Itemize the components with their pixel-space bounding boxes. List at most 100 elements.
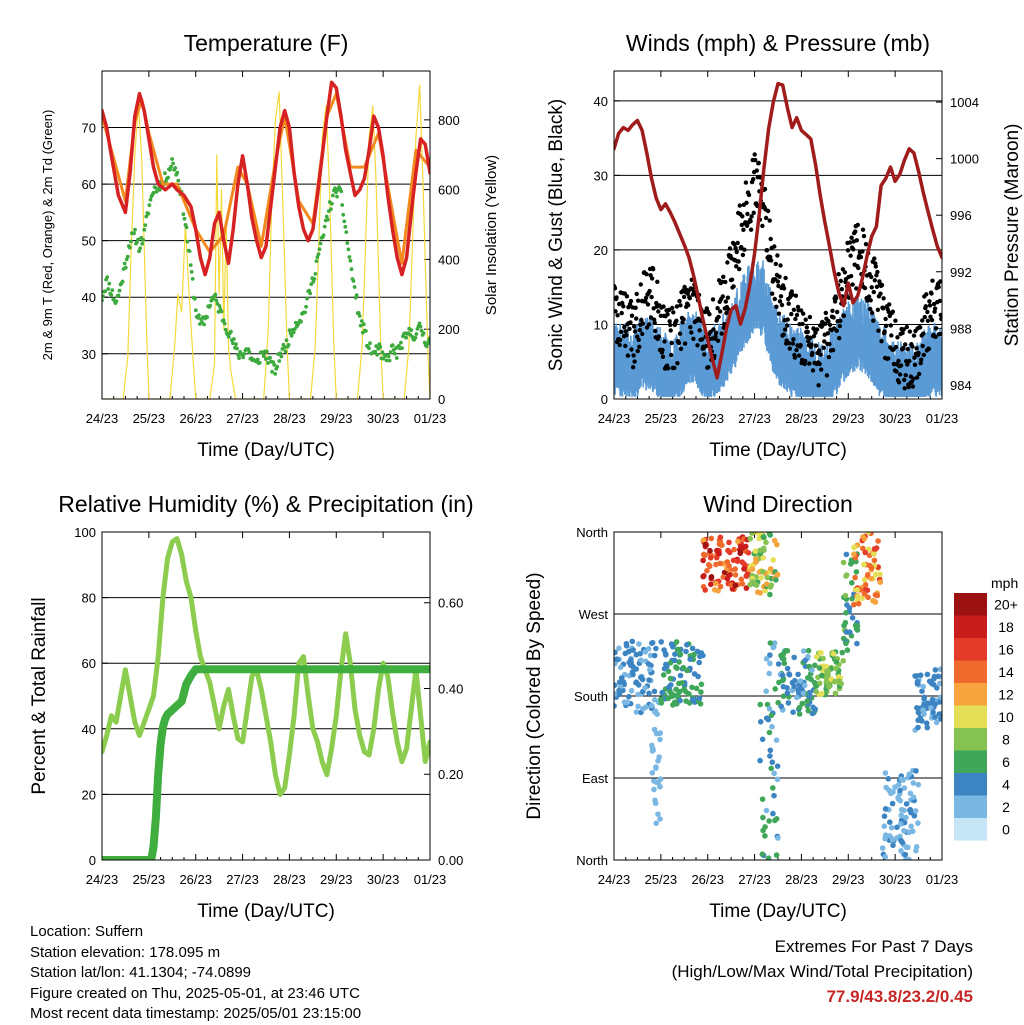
gust-point (656, 334, 661, 339)
wind-direction-point (784, 665, 791, 672)
gust-point (923, 304, 928, 309)
gust-point (781, 332, 786, 337)
wind-direction-point (854, 587, 860, 593)
dewpoint-point (427, 336, 430, 341)
gust-point (803, 358, 808, 364)
wind-direction-point (790, 709, 796, 715)
dewpoint-point (188, 263, 193, 267)
gust-point (871, 318, 876, 323)
gust-point (735, 240, 740, 246)
dewpoint-point (157, 188, 162, 192)
dewpoint-point (189, 270, 194, 274)
wind-direction-point (768, 765, 774, 772)
wind-direction-point (750, 579, 757, 585)
gust-point (630, 365, 636, 370)
dewpoint-point (136, 237, 141, 242)
dewpoint-point (312, 277, 317, 281)
wind-direction-point (780, 677, 786, 684)
gust-point (801, 311, 806, 316)
gust-point (883, 323, 889, 329)
wind-direction-point (865, 532, 871, 535)
wind-direction-point (773, 852, 780, 858)
wind-direction-point (932, 701, 938, 707)
wind-direction-point (889, 837, 896, 843)
extremes-title: Extremes For Past 7 Days (774, 937, 973, 956)
dir-xtick-label: 01/23 (926, 872, 959, 887)
wind-direction-point (677, 697, 683, 704)
wind-direction-point (924, 724, 931, 731)
dewpoint-point (286, 343, 291, 347)
wind-direction-point (903, 814, 909, 821)
wind-direction-point (877, 579, 883, 585)
wind-panel: 0 10 20 30 40 984 988 992 996 1000 1004 24/23 25/23 2… (546, 30, 1023, 461)
wind-direction-point (711, 587, 718, 593)
dewpoint-point (185, 239, 190, 244)
wind-direction-point (739, 559, 745, 565)
gust-point (627, 326, 632, 332)
gust-point (869, 274, 874, 280)
gust-point (774, 304, 779, 309)
temp-xtick-label: 25/23 (133, 411, 166, 426)
gust-point (772, 296, 777, 302)
dewpoint-point (257, 360, 262, 365)
wind-direction-point (660, 672, 667, 678)
dewpoint-point (117, 288, 122, 293)
gust-point (900, 330, 905, 336)
wind-direction-point (766, 729, 773, 736)
wind-direction-point (843, 629, 850, 635)
gust-point (622, 324, 627, 330)
wind-direction-point (861, 576, 868, 583)
dewpoint-point (214, 298, 219, 303)
station-info: Location: Suffern Station elevation: 178… (30, 922, 361, 1025)
colorbar-label: 6 (1002, 754, 1010, 770)
wind-direction-point (630, 671, 636, 678)
gust-point (682, 341, 688, 346)
gust-point (871, 289, 876, 295)
wind-direction-point (616, 691, 623, 698)
gust-point (898, 363, 904, 368)
gust-point (639, 317, 644, 323)
wind-direction-point (766, 532, 773, 537)
gust-point (929, 291, 934, 296)
dewpoint-point (384, 358, 389, 363)
gust-point (655, 279, 660, 284)
gust-point (933, 334, 938, 339)
wind-direction-point (901, 785, 908, 791)
wind-direction-point (642, 685, 648, 691)
gust-point (823, 321, 828, 326)
gust-point (733, 245, 738, 251)
dewpoint-point (148, 197, 153, 202)
dewpoint-point (140, 241, 145, 246)
wind-direction-point (649, 770, 656, 776)
wind-direction-point (767, 566, 774, 572)
gust-point (768, 254, 773, 260)
colorbar-label: 2 (1002, 799, 1010, 815)
gust-point (676, 340, 682, 346)
gust-point (792, 355, 798, 360)
temp-ytick-label: 30 (82, 347, 96, 362)
dewpoint-point (192, 296, 197, 301)
wind-direction-point (774, 571, 781, 578)
dewpoint-point (264, 357, 268, 361)
dewpoint-point (418, 324, 423, 329)
wind-direction-point (853, 569, 860, 575)
colorbar-label: 16 (998, 641, 1014, 657)
dewpoint-point (316, 252, 321, 256)
wind-direction-point (913, 847, 919, 854)
wind-direction-point (648, 702, 655, 709)
dewpoint-point (317, 247, 322, 252)
wind-direction-point (823, 679, 830, 685)
dewpoint-point (141, 238, 146, 242)
wind-direction-point (770, 557, 776, 563)
gust-point (737, 203, 742, 208)
dewpoint-point (392, 351, 397, 356)
gust-point (850, 282, 855, 287)
wind-direction-point (836, 678, 843, 684)
wind-direction-point (832, 690, 839, 697)
gust-point (716, 314, 721, 320)
gust-point (782, 327, 788, 332)
dewpoint-point (226, 335, 231, 339)
colorbar-label: 20+ (994, 596, 1018, 612)
colorbar-label: 4 (1002, 776, 1010, 792)
gust-point (737, 266, 742, 272)
